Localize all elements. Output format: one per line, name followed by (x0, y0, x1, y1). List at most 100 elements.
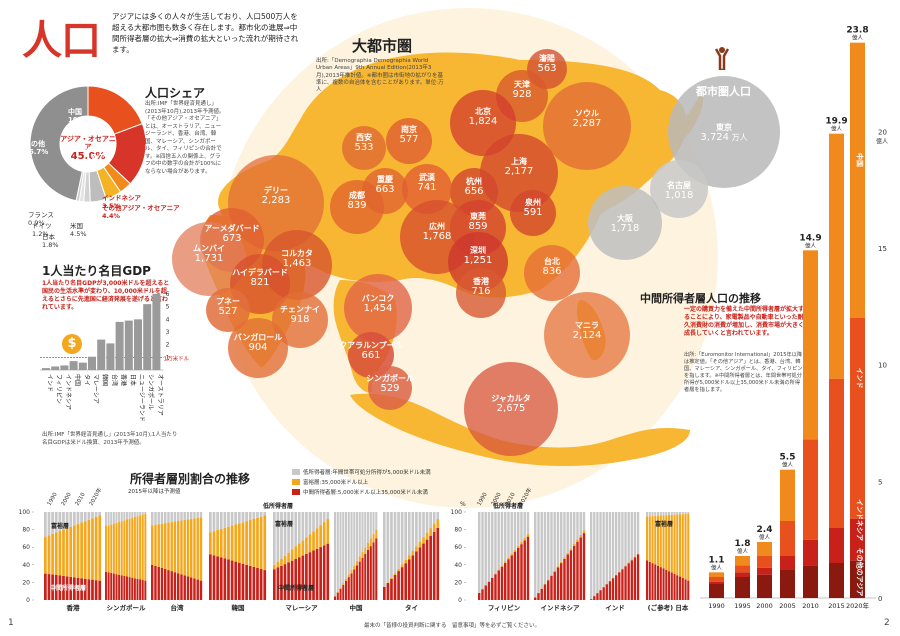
income-bar-wealthy (339, 587, 342, 589)
income-bar-middle (305, 553, 308, 600)
income-bar-low (646, 512, 649, 517)
income-bar-wealthy (126, 519, 128, 577)
income-bar-wealthy (429, 528, 432, 536)
income-bar-middle (646, 560, 649, 600)
city-value: 1,251 (463, 255, 493, 266)
income-bar-wealthy (679, 514, 682, 577)
income-bar-middle (556, 567, 560, 600)
income-bar-wealthy (659, 515, 662, 568)
income-axis-tick: 60 (454, 544, 462, 551)
income-bar-low (662, 512, 665, 516)
income-bar-low (91, 512, 94, 519)
city-name: 南京 (401, 125, 417, 134)
income-bar-low (356, 512, 359, 561)
income-bar-middle (436, 527, 440, 600)
income-bar-middle (507, 559, 510, 600)
income-bar-low (608, 512, 612, 581)
income-bar-middle (657, 565, 660, 600)
income-bar-low (112, 512, 115, 524)
dollar-coin-icon: $ (62, 334, 82, 354)
income-bar-middle (230, 560, 234, 600)
middle-total-unit: 億人 (782, 461, 794, 469)
income-bar-middle (241, 563, 245, 600)
income-bar-low (481, 512, 484, 590)
income-bar-middle (390, 578, 393, 600)
income-bar-low (339, 512, 342, 588)
middle-bar-segment (850, 518, 865, 561)
income-bar-middle (543, 584, 547, 600)
income-bar-low (579, 512, 582, 535)
income-bar-wealthy (256, 517, 259, 568)
legend-item: 低所得者層:年間世帯可処分所得が5,000米ドル未満 (292, 468, 431, 476)
income-bar-middle (259, 569, 263, 600)
income-bar-wealthy (407, 555, 411, 560)
income-bar-middle (167, 570, 170, 600)
middle-total-value: 23.8 (846, 26, 868, 36)
middle-bar-segment (780, 521, 795, 556)
income-bar-middle (339, 588, 342, 600)
income-bar-middle (164, 569, 167, 600)
income-bar-wealthy (223, 527, 227, 559)
city-value: 1,463 (282, 258, 312, 269)
income-axis-tick: 80 (22, 527, 30, 534)
income-bar-low (602, 512, 605, 587)
income-annotation: 富裕層 (275, 520, 293, 528)
city-value: 673 (222, 233, 242, 244)
income-bar-wealthy (136, 516, 139, 579)
intro-text: アジアには多くの人々が生活しており、人口500万人を超える大都市圏も数多く存在し… (112, 12, 299, 54)
middle-bar-segment (735, 556, 750, 566)
income-bar-middle (397, 571, 400, 600)
middle-desc: 一定の購買力を備えた中間所得者層が拡大することにより、家電製品や自動車といった耐… (684, 306, 805, 337)
income-bar-wealthy (624, 565, 627, 567)
city-name: チェンナイ (280, 305, 320, 314)
income-bar-middle (540, 588, 543, 600)
income-bar-low (186, 512, 190, 520)
income-bar-middle (547, 580, 550, 600)
income-bar-low (361, 512, 364, 552)
share-title: 人口シェア (145, 86, 206, 100)
income-bar-wealthy (576, 539, 579, 542)
city-value: 663 (375, 184, 395, 195)
income-bar-low (648, 512, 651, 517)
income-bar-middle (665, 569, 668, 600)
city-name: コルカタ (281, 249, 313, 258)
income-bar-low (312, 512, 315, 532)
pie-value: 4.4% (102, 212, 121, 220)
income-bar-middle (560, 563, 563, 600)
income-bar-middle (345, 580, 348, 600)
income-bar-middle (659, 567, 662, 600)
income-bar-wealthy (154, 524, 157, 566)
income-bar-wealthy (238, 523, 241, 563)
income-bar-low (627, 512, 630, 563)
middle-bar-segment (829, 528, 844, 563)
pie-label: 米国 (70, 222, 83, 230)
income-bar-low (223, 512, 227, 528)
income-bar-wealthy (633, 556, 637, 558)
income-bar-wealthy (491, 577, 494, 578)
middle-series-label: 中国 (856, 153, 865, 167)
middle-series-label: その他のアジア (856, 548, 865, 597)
middle-total-value: 14.9 (799, 233, 821, 243)
income-bar-middle (422, 543, 425, 600)
middle-axis-tick: 20 (878, 128, 887, 136)
income-bar-low (212, 512, 216, 532)
income-bar-wealthy (411, 550, 415, 556)
income-bar-low (69, 512, 73, 527)
income-country-label: インド (605, 604, 625, 612)
page-number-left: 1 (8, 618, 14, 628)
pie-label: その他アジア・オセアニア (102, 204, 180, 212)
income-bar-low (547, 512, 550, 580)
income-bar-middle (283, 564, 287, 600)
pie-center-value: 45.0% (70, 151, 106, 162)
income-bar-low (390, 512, 393, 578)
middle-series-label: インド (856, 368, 864, 389)
income-axis-tick: 0 (26, 597, 30, 604)
gdp-unit-label: 6万米ドル (140, 290, 168, 292)
income-bar-middle (312, 550, 315, 600)
income-bar-middle (593, 596, 596, 600)
income-bar-wealthy (131, 517, 134, 578)
income-bar-low (123, 512, 126, 521)
middle-bar-segment (850, 560, 865, 598)
city-bubble-xian (342, 126, 386, 170)
income-bar-wealthy (569, 548, 573, 551)
